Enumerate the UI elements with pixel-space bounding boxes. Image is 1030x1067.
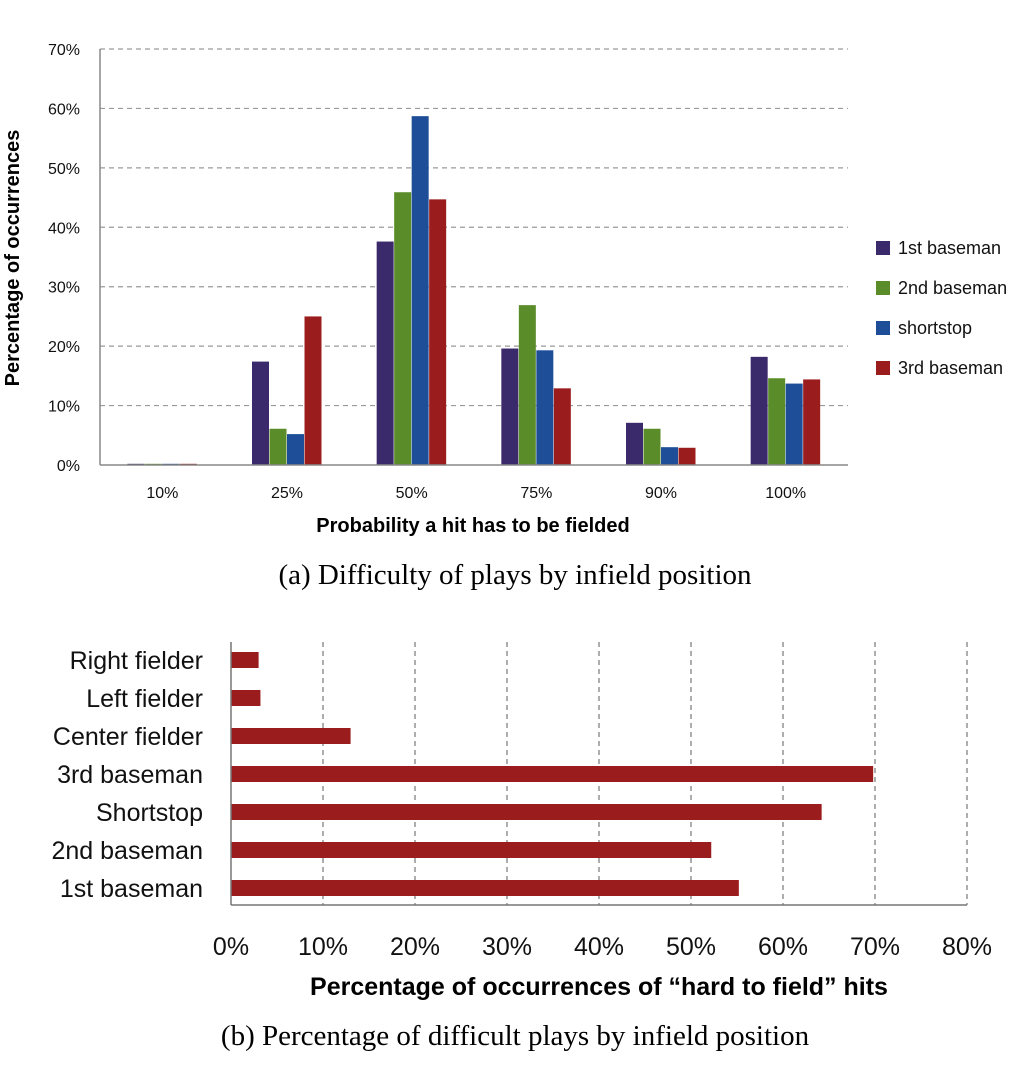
x-gridlines <box>322 642 968 905</box>
category-label: Shortstop <box>96 799 203 827</box>
bar-2nd-baseman <box>269 428 287 465</box>
bar-2nd-baseman <box>518 305 536 465</box>
legend-item: 2nd baseman <box>876 278 1007 298</box>
legend-swatch <box>876 281 890 295</box>
category-label: Center fielder <box>53 723 203 751</box>
bar-group-25pct <box>252 316 322 465</box>
chart-difficulty-by-position: 0%10%20%30%40%50%60%70% 10% 25% 50% 75% 90% 1… <box>2 42 1007 591</box>
y-tick-label: 50% <box>48 161 80 178</box>
y-tick-label: 0% <box>57 458 80 475</box>
x-tick-label: 0% <box>213 933 249 961</box>
bar-shortstop <box>536 350 554 465</box>
y-tick-label: 60% <box>48 101 80 118</box>
bar-1st-baseman <box>750 356 768 465</box>
legend-label: 2nd baseman <box>898 278 1007 298</box>
bar-2nd-baseman <box>394 192 412 466</box>
category-label: 2nd baseman <box>51 837 203 865</box>
bar-shortstop <box>287 434 304 465</box>
x-tick-labels: 10% 25% 50% 75% 90% 100% <box>146 485 806 502</box>
y-tick-label: 30% <box>48 280 80 297</box>
legend-label: shortstop <box>898 318 972 338</box>
bar-groups <box>127 116 821 466</box>
bar-shortstop <box>661 447 678 465</box>
bar-3rd-baseman <box>231 766 874 782</box>
legend-label: 1st baseman <box>898 238 1001 258</box>
bar-center-fielder <box>231 728 351 744</box>
x-tick-label: 25% <box>271 485 303 502</box>
caption-b: (b) Percentage of difficult plays by inf… <box>221 1020 810 1052</box>
caption-a: (a) Difficulty of plays by infield posit… <box>278 559 752 591</box>
bar-1st-baseman <box>376 241 394 465</box>
legend-item: shortstop <box>876 318 972 338</box>
category-label: 1st baseman <box>60 875 203 903</box>
x-axis-title: Percentage of occurrences of “hard to fi… <box>310 973 888 1001</box>
category-label: Left fielder <box>86 685 203 713</box>
bar-shortstop <box>231 804 822 820</box>
bar-shortstop <box>785 383 803 465</box>
x-tick-label: 50% <box>666 933 716 961</box>
y-tick-label: 70% <box>48 42 80 59</box>
bar-1st-baseman <box>626 422 643 465</box>
y-tick-labels: 0% 10% 20% 30% 40% 50% 60% 70% <box>48 42 80 475</box>
bar-1st-baseman <box>231 880 739 896</box>
x-axis-title: Probability a hit has to be fielded <box>316 515 629 537</box>
bar-1st-baseman <box>501 348 519 465</box>
x-tick-label: 80% <box>942 933 992 961</box>
y-gridlines <box>100 48 848 407</box>
bar-left-fielder <box>231 690 261 706</box>
bar-group-50pct <box>376 116 447 466</box>
x-tick-label: 70% <box>850 933 900 961</box>
x-tick-labels: 0% 10% 20% 30% 40% 50% 60% 70% 80% <box>213 933 992 961</box>
x-tick-label: 10% <box>146 485 178 502</box>
bar-2nd-baseman <box>768 378 786 465</box>
bar-3rd-baseman <box>304 316 322 465</box>
category-labels: Right fielder Left fielder Center fielder 3… <box>51 647 203 903</box>
x-tick-label: 10% <box>298 933 348 961</box>
x-tick-label: 20% <box>390 933 440 961</box>
bar-group-75pct <box>501 305 571 465</box>
bar-shortstop <box>411 116 429 465</box>
x-tick-label: 30% <box>482 933 532 961</box>
y-tick-label: 40% <box>48 220 80 237</box>
bar-3rd-baseman <box>429 199 447 465</box>
bar-3rd-baseman <box>803 379 821 465</box>
bars <box>231 652 874 896</box>
x-tick-label: 40% <box>574 933 624 961</box>
x-tick-label: 60% <box>758 933 808 961</box>
bar-2nd-baseman <box>643 428 661 465</box>
category-label: Right fielder <box>70 647 203 675</box>
category-label: 3rd baseman <box>57 761 203 789</box>
legend-swatch <box>876 321 890 335</box>
x-tick-label: 90% <box>645 485 677 502</box>
bar-1st-baseman <box>252 361 269 465</box>
y-axis-title: Percentage of occurrences <box>2 130 24 387</box>
bar-group-90pct <box>626 422 696 465</box>
legend-swatch <box>876 241 890 255</box>
bar-2nd-baseman <box>231 842 712 858</box>
legend-item: 3rd baseman <box>876 358 1003 378</box>
x-tick-label: 75% <box>520 485 552 502</box>
bar-right-fielder <box>231 652 259 668</box>
legend-label: 3rd baseman <box>898 358 1003 378</box>
bar-group-100pct <box>750 356 821 465</box>
legend-swatch <box>876 361 890 375</box>
legend-item: 1st baseman <box>876 238 1001 258</box>
y-tick-label: 20% <box>48 339 80 356</box>
y-tick-label: 10% <box>48 399 80 416</box>
x-tick-label: 100% <box>765 485 806 502</box>
chart-hard-to-field: Right fielder Left fielder Center fielder 3… <box>51 642 992 1052</box>
legend: 1st baseman 2nd baseman shortstop 3rd basem… <box>876 238 1007 378</box>
x-tick-label: 50% <box>396 485 428 502</box>
bar-3rd-baseman <box>553 388 571 465</box>
bar-3rd-baseman <box>678 447 696 465</box>
